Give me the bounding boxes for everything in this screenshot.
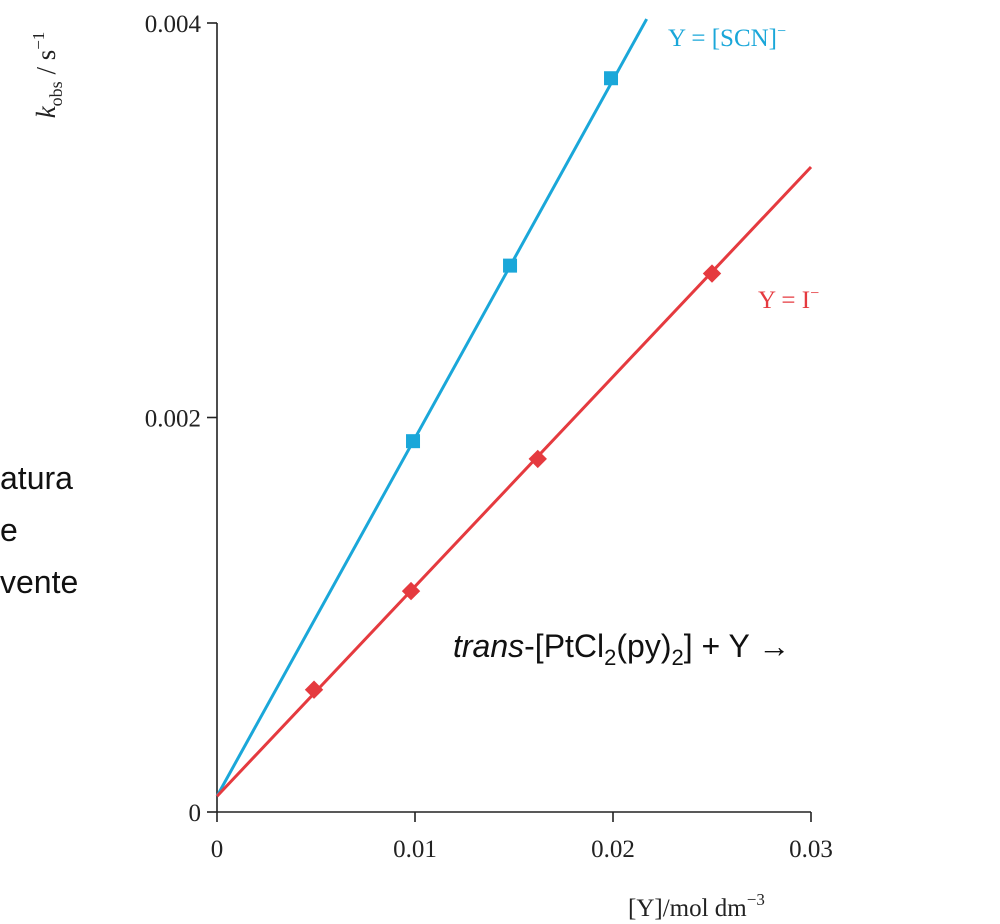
equation-sub2: 2 bbox=[671, 645, 684, 670]
equation-italic: trans bbox=[453, 628, 525, 664]
equation-part1: -[PtCl bbox=[524, 628, 605, 664]
data-point-scn bbox=[503, 258, 518, 273]
y-axis-label: kobs / s−1 bbox=[29, 32, 66, 119]
series-label-scn: Y = [SCN]− bbox=[668, 23, 786, 52]
fit-line-scn bbox=[215, 18, 648, 797]
x-tick-label: 0.02 bbox=[591, 836, 635, 863]
equation-sub1: 2 bbox=[604, 645, 617, 670]
series-label-iodide: Y = I− bbox=[758, 285, 819, 314]
y-tick-label: 0 bbox=[189, 800, 202, 827]
data-point-iodide bbox=[528, 449, 547, 469]
axes: 0 0.01 0.02 0.03 0 0.002 0.004 bbox=[145, 11, 833, 863]
data-point-scn bbox=[406, 434, 421, 449]
y-tick-label: 0.002 bbox=[145, 406, 201, 433]
data-point-iodide bbox=[401, 581, 421, 601]
reaction-equation: trans-[PtCl2(py)2] + Y → bbox=[453, 628, 791, 669]
data-point-scn bbox=[604, 71, 619, 86]
side-text-line-3: vente bbox=[0, 564, 79, 600]
x-tick-label: 0.01 bbox=[393, 836, 437, 863]
equation-part2: (py) bbox=[616, 628, 672, 664]
x-axis-label: [Y]/mol dm−3 bbox=[628, 890, 765, 922]
y-tick-label: 0.004 bbox=[145, 11, 202, 38]
side-text-line-1: atura bbox=[0, 460, 73, 496]
equation-part3: ] + Y → bbox=[683, 628, 791, 664]
data-point-iodide bbox=[304, 680, 324, 699]
side-text-line-2: e bbox=[0, 512, 18, 548]
data-point-iodide bbox=[702, 264, 722, 283]
series-layer: Y = [SCN]− Y = I− bbox=[215, 18, 819, 798]
x-tick-label: 0.03 bbox=[789, 836, 833, 863]
x-tick-label: 0 bbox=[211, 836, 224, 863]
